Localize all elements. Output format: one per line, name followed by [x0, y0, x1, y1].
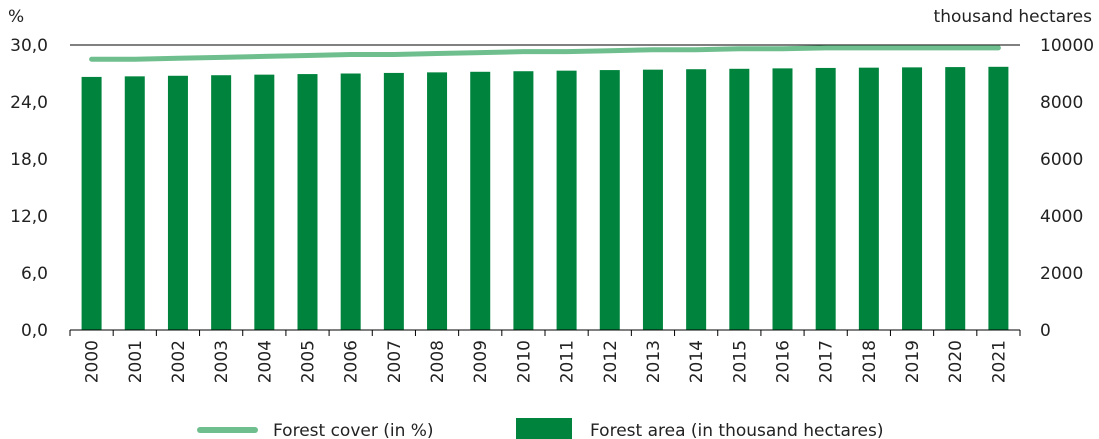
bar-2010: [513, 71, 534, 330]
x-tick-label-2015: 2015: [730, 340, 750, 383]
bar-series: [81, 66, 1009, 331]
x-tick-label-2011: 2011: [558, 340, 578, 383]
right-tick-label: 6000: [1040, 150, 1083, 170]
x-tick-label-2019: 2019: [903, 340, 923, 383]
bar-2008: [427, 72, 448, 331]
bar-2017: [815, 67, 836, 330]
x-tick-label-2016: 2016: [774, 340, 794, 383]
left-tick-label: 6,0: [21, 264, 48, 284]
legend-item-forest-area: Forest area (in thousand hectares): [516, 418, 884, 439]
bar-2006: [340, 73, 361, 330]
legend-label-forest-cover: Forest cover (in %): [273, 421, 434, 439]
bar-2013: [642, 69, 663, 331]
x-tick-label-2012: 2012: [601, 340, 621, 383]
legend-box-swatch: [516, 418, 572, 439]
right-tick-label: 0: [1040, 321, 1051, 341]
x-tick-label-2000: 2000: [83, 340, 103, 383]
left-tick-label: 30,0: [10, 36, 48, 56]
bar-2002: [167, 75, 188, 330]
left-tick-label: 0,0: [21, 321, 48, 341]
x-tick-label-2020: 2020: [946, 340, 966, 383]
x-tick-labels: 2000 2001 2002 2003 2004 2005 2006 2007 2008 2009…: [83, 340, 1010, 383]
bar-2016: [772, 68, 793, 331]
x-tick-label-2002: 2002: [169, 340, 189, 383]
bar-2004: [254, 74, 275, 330]
legend-item-forest-cover: Forest cover (in %): [197, 421, 434, 439]
forest-cover-line: [89, 45, 1001, 62]
x-tick-label-2009: 2009: [471, 340, 491, 383]
x-tick-label-2001: 2001: [126, 340, 146, 383]
bar-2018: [858, 67, 879, 330]
bar-2021: [988, 66, 1009, 331]
right-tick-label: 2000: [1040, 264, 1083, 284]
x-tick-label-2014: 2014: [687, 340, 707, 383]
x-tick-label-2008: 2008: [428, 340, 448, 383]
right-tick-labels: 0 2000 4000 6000 8000 10000: [1040, 36, 1094, 341]
bar-2000: [81, 76, 102, 330]
right-axis-unit: thousand hectares: [934, 7, 1093, 27]
bar-2007: [383, 72, 404, 331]
right-tick-label: 4000: [1040, 207, 1083, 227]
right-tick-label: 8000: [1040, 93, 1083, 113]
line-series: [89, 45, 1001, 62]
x-tick-label-2010: 2010: [514, 340, 534, 383]
x-tick-label-2003: 2003: [212, 340, 232, 383]
bar-2009: [470, 71, 491, 330]
x-tick-label-2006: 2006: [342, 340, 362, 383]
x-tick-label-2007: 2007: [385, 340, 405, 383]
x-tick-label-2018: 2018: [860, 340, 880, 383]
left-axis-unit: %: [8, 7, 24, 27]
bar-2015: [729, 68, 750, 331]
left-tick-labels: 0,0 6,0 12,0 18,0 24,0 30,0: [10, 36, 48, 341]
x-tick-label-2021: 2021: [989, 340, 1009, 383]
x-tick-label-2017: 2017: [817, 340, 837, 383]
bar-2012: [599, 70, 620, 330]
bar-2011: [556, 70, 577, 331]
legend: Forest cover (in %) Forest area (in thou…: [197, 418, 884, 439]
left-tick-label: 12,0: [10, 207, 48, 227]
left-tick-label: 24,0: [10, 93, 48, 113]
x-tick-label-2013: 2013: [644, 340, 664, 383]
bar-2019: [902, 67, 923, 331]
bar-2003: [211, 75, 232, 331]
bar-2005: [297, 74, 318, 330]
left-tick-label: 18,0: [10, 150, 48, 170]
x-tick-marks: [69, 330, 1021, 336]
x-tick-label-2005: 2005: [299, 340, 319, 383]
right-tick-label: 10000: [1040, 36, 1094, 56]
bar-2014: [686, 69, 707, 330]
bar-2001: [124, 76, 145, 330]
x-tick-label-2004: 2004: [255, 340, 275, 383]
bar-2020: [945, 67, 966, 330]
legend-label-forest-area: Forest area (in thousand hectares): [590, 421, 884, 439]
